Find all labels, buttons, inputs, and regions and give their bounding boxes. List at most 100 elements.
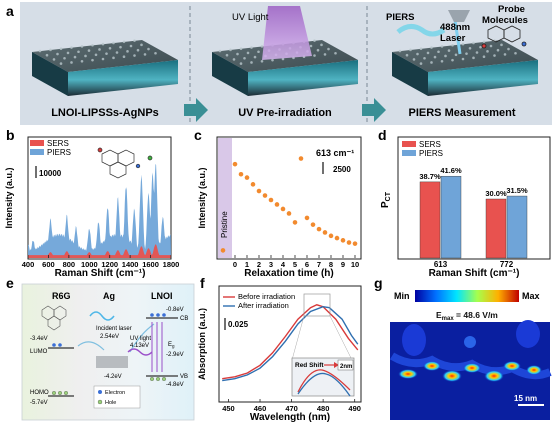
r6g-structure-icon xyxy=(41,305,67,331)
electrons-r6g xyxy=(52,343,62,347)
panel-g-letter: g xyxy=(374,275,383,291)
panel-c-xlabel: Relaxation time (h) xyxy=(244,268,333,279)
legend-sers-swatch xyxy=(30,140,44,146)
panel-d-xlabel: Raman Shift (cm⁻¹) xyxy=(429,268,520,279)
r6g-label: R6G xyxy=(52,291,71,301)
colorbar-max: Max xyxy=(522,291,540,301)
point-6 xyxy=(268,197,274,203)
lnoi-label: LNOI xyxy=(151,291,173,301)
arrow-2 xyxy=(362,98,386,122)
tick-label-b-1400: 1400 xyxy=(122,260,139,269)
scalebar-b-label: 10000 xyxy=(39,169,62,178)
bar-label-piers-772: 31.5% xyxy=(506,186,528,195)
point-7 xyxy=(274,202,280,207)
tick-label-c-1: 1 xyxy=(245,260,249,269)
spectrum-piers xyxy=(28,163,171,258)
inset-after-line xyxy=(297,372,351,397)
point-3 xyxy=(250,182,256,187)
panel-c-ylabel: Intensity (a.u.) xyxy=(197,167,207,228)
laser-head xyxy=(448,10,470,22)
tick-label-c-7: 7 xyxy=(317,260,321,269)
legend-sers-label: SERS xyxy=(47,139,69,148)
point-1 xyxy=(238,171,244,177)
point-14 xyxy=(316,226,322,232)
panel-e: e R6G Ag LNOI -3.4eV LUMO HOMO -5.7eV -4… xyxy=(6,275,195,421)
stage-3-label: PIERS Measurement xyxy=(409,107,516,119)
incident-laser-wave-icon xyxy=(89,311,115,321)
panel-c-letter: c xyxy=(194,127,202,143)
tick-label-b-600: 600 xyxy=(42,260,55,269)
bar-label-sers-772: 30.0% xyxy=(485,189,507,198)
legend-d-piers-swatch xyxy=(402,150,416,156)
panel-b-ylabel: Intensity (a.u.) xyxy=(4,167,14,228)
point-10 xyxy=(292,220,298,225)
electron-legend-icon xyxy=(98,390,102,394)
shift-val-box xyxy=(337,359,354,371)
point-2 xyxy=(244,175,250,180)
homo-label: HOMO xyxy=(30,390,49,396)
legend-d-sers-swatch xyxy=(402,141,416,147)
scalebar-c-label: 2500 xyxy=(333,165,351,174)
point-11 xyxy=(298,156,304,161)
eg-energy: -2.9eV xyxy=(166,352,184,358)
colorbar xyxy=(415,290,519,302)
legend-after: After irradiation xyxy=(238,301,289,310)
uv-wave-icon xyxy=(127,348,153,356)
tick-label-c-3: 3 xyxy=(269,260,273,269)
point-13 xyxy=(310,222,316,227)
stage-2-label: UV Pre-irradiation xyxy=(238,107,332,119)
panel-f-ylabel: Absorption (a.u.) xyxy=(197,308,207,380)
transfer-arrow-1 xyxy=(77,341,105,351)
vb-energy: -4.8eV xyxy=(166,382,184,388)
panel-f-letter: f xyxy=(200,275,205,291)
panel-a: a UV Light xyxy=(6,2,552,125)
panel-a-letter: a xyxy=(6,3,14,19)
bar-sers-772 xyxy=(485,198,507,259)
tick-label-b-1000: 1000 xyxy=(81,260,98,269)
bar-piers-613 xyxy=(440,175,462,259)
spectrum-sers xyxy=(28,244,171,258)
absorption-after xyxy=(222,305,359,382)
panel-c-peak-label: 613 cm⁻¹ xyxy=(316,148,354,158)
incident-laser-label: Incident laser xyxy=(96,326,132,332)
sample-block-3: PIERS 488nm Laser Probe Molecules xyxy=(386,4,538,96)
hole-legend-icon xyxy=(97,399,103,405)
probe-label-1: Probe xyxy=(498,4,525,15)
sample-block-2: UV Light xyxy=(212,6,358,96)
lumo-label: LUMO xyxy=(30,349,48,355)
legend-piers-swatch xyxy=(30,149,44,155)
panel-f-xlabel: Wavelength (nm) xyxy=(250,412,330,423)
pristine-region xyxy=(218,138,232,258)
bar-piers-772 xyxy=(506,195,528,259)
red-shift-label: Red Shift xyxy=(295,362,324,369)
point-pristine xyxy=(220,248,226,253)
stage-1-label: LNOI-LIPSSs-AgNPs xyxy=(51,107,159,119)
absorption-before xyxy=(222,304,359,380)
tick-label-c-0: 0 xyxy=(233,260,237,269)
cb-label: CB xyxy=(180,316,188,322)
tick-label-c-9: 9 xyxy=(341,260,345,269)
ag-label: Ag xyxy=(103,291,115,301)
point-0 xyxy=(232,161,238,167)
zoom-connector-1 xyxy=(291,315,305,361)
eg-label: Eg xyxy=(168,342,175,349)
point-17 xyxy=(334,235,340,241)
panel-d-letter: d xyxy=(378,127,387,143)
tick-label-c-5: 5 xyxy=(293,260,297,269)
uv-light-label: UV Light xyxy=(232,12,269,23)
point-16 xyxy=(328,233,334,239)
legend-d-piers-label: PIERS xyxy=(419,149,443,158)
panel-g: g Min Max Emax = 48.6 V/m 15 nm xyxy=(374,275,552,420)
point-5 xyxy=(262,193,268,198)
panel-b: b SERS PIERS 10000 Intensity (a.u.) 400 6… xyxy=(4,127,179,279)
bar-label-piers-613: 41.6% xyxy=(440,166,462,175)
point-8 xyxy=(280,206,286,212)
tick-label-f-480: 480 xyxy=(317,404,330,413)
point-4 xyxy=(256,188,262,194)
vb-label: VB xyxy=(180,374,188,380)
shift-val-label: 2nm xyxy=(340,364,352,370)
probe-label-2: Molecules xyxy=(482,15,528,26)
point-12 xyxy=(304,215,310,221)
legend-hole: Hole xyxy=(105,400,116,406)
piers-glow xyxy=(396,24,446,37)
